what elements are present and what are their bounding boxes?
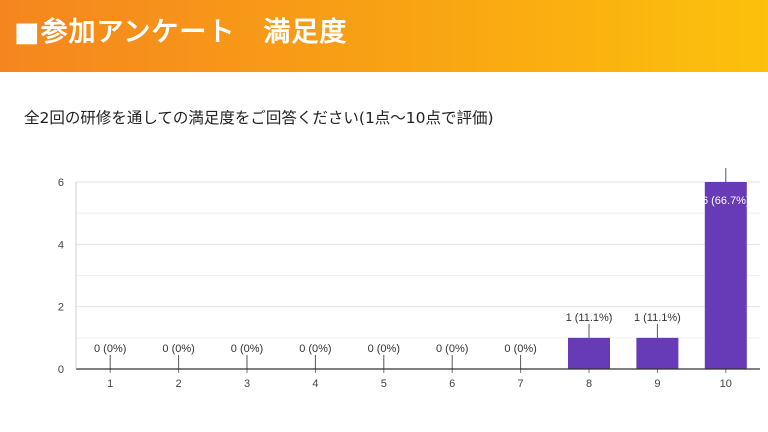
data-label: 0 (0%) bbox=[504, 343, 536, 355]
header-banner: ■参加アンケート 満足度 bbox=[0, 0, 768, 72]
x-tick-label: 3 bbox=[244, 378, 250, 390]
x-tick-label: 5 bbox=[381, 378, 387, 390]
x-tick-label: 10 bbox=[720, 378, 732, 390]
x-tick-label: 9 bbox=[654, 378, 660, 390]
data-label: 1 (11.1%) bbox=[634, 312, 681, 324]
y-tick-label: 4 bbox=[58, 239, 64, 251]
y-tick-label: 2 bbox=[58, 302, 64, 314]
page-title: ■参加アンケート 満足度 bbox=[14, 17, 348, 48]
question-text: 全2回の研修を通しての満足度をご回答ください(1点〜10点で評価) bbox=[24, 109, 494, 127]
bar-9[interactable] bbox=[636, 337, 679, 369]
data-label: 6 (66.7%) bbox=[702, 195, 750, 207]
bar-10[interactable] bbox=[704, 182, 747, 369]
x-tick-label: 6 bbox=[449, 378, 455, 390]
data-label: 0 (0%) bbox=[299, 343, 331, 355]
data-label: 0 (0%) bbox=[368, 343, 400, 355]
data-label: 0 (0%) bbox=[436, 343, 468, 355]
data-label: 0 (0%) bbox=[94, 343, 126, 355]
x-tick-label: 4 bbox=[312, 378, 318, 390]
bar-8[interactable] bbox=[568, 337, 610, 369]
x-tick-label: 1 bbox=[107, 378, 113, 390]
data-label: 1 (11.1%) bbox=[566, 312, 613, 324]
x-tick-label: 7 bbox=[518, 378, 524, 390]
y-tick-label: 0 bbox=[58, 364, 64, 376]
data-label: 0 (0%) bbox=[231, 343, 263, 355]
y-tick-label: 6 bbox=[58, 177, 64, 189]
x-tick-label: 8 bbox=[586, 378, 592, 390]
data-label: 0 (0%) bbox=[162, 343, 194, 355]
x-tick-label: 2 bbox=[176, 378, 182, 390]
